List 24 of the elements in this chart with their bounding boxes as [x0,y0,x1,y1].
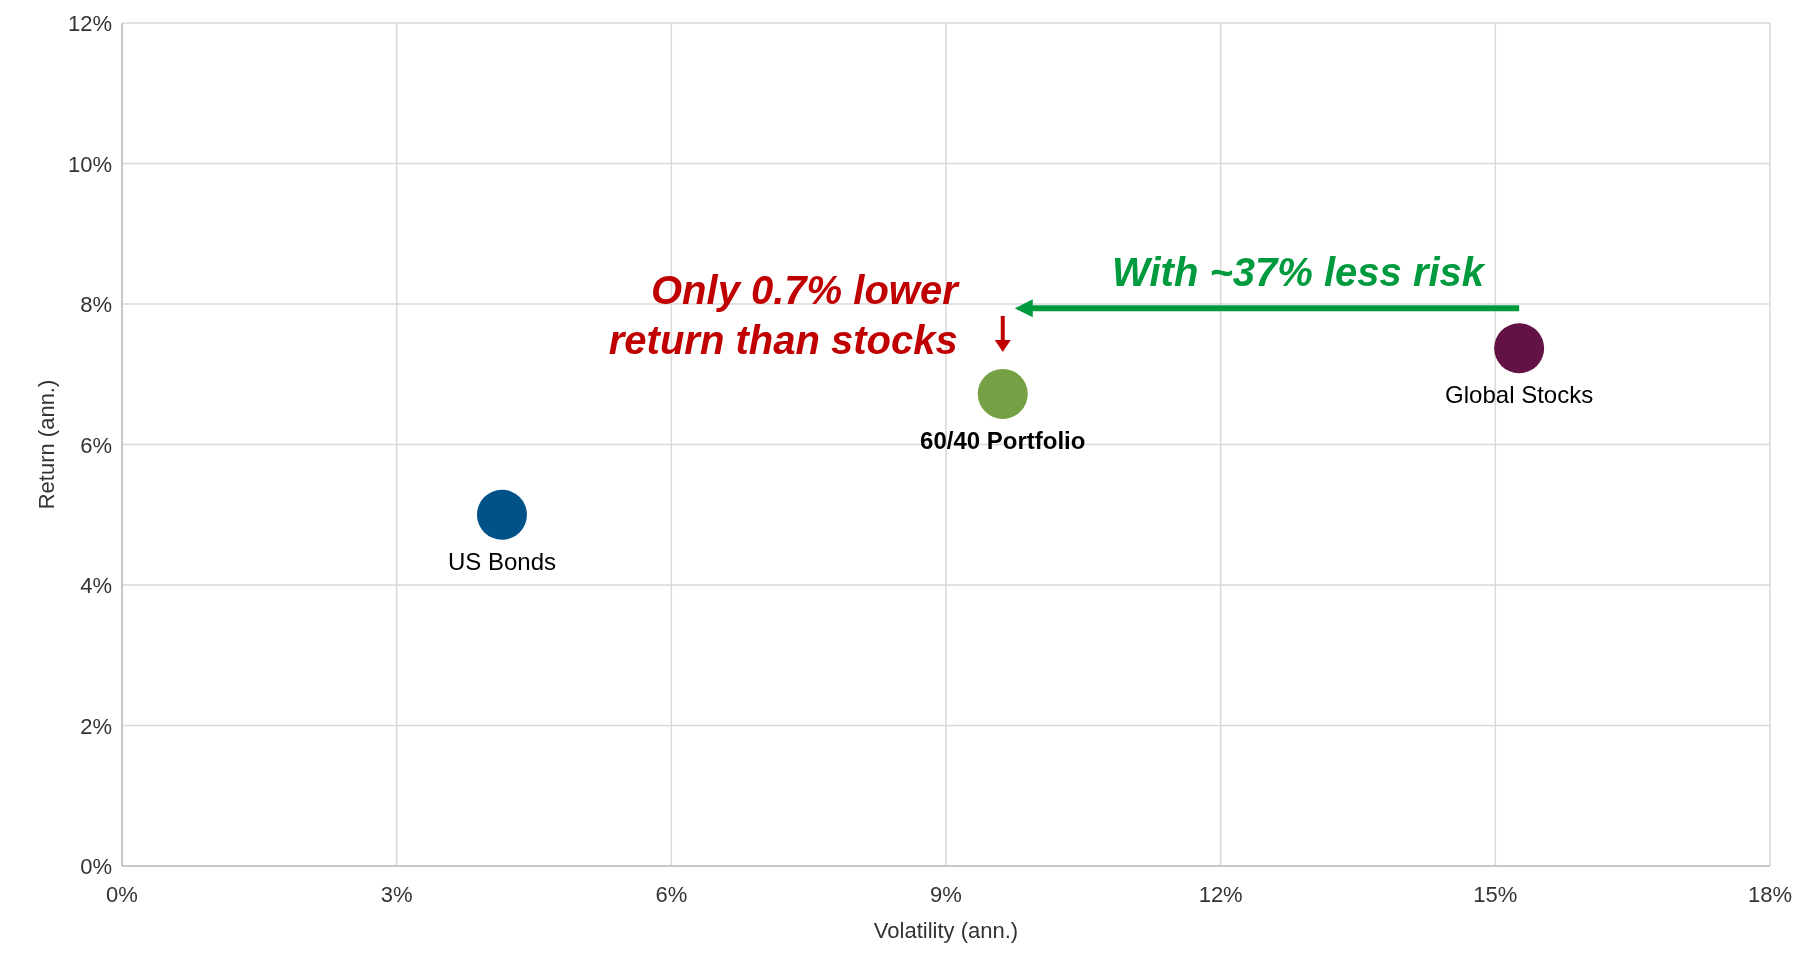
annotation: With ~37% less risk [1112,250,1486,295]
series-label: 60/40 Portfolio [920,426,1086,454]
y-axis-title: Return (ann.) [34,379,59,510]
x-tick-label: 18% [1747,882,1793,907]
series-label: US Bonds [447,547,556,575]
point [977,368,1028,419]
x-tick-label: 12% [1198,882,1243,907]
y-tick-label: 6% [80,432,112,458]
y-tick-label: 8% [80,292,112,317]
point [476,489,527,540]
x-tick-label: 9% [930,882,962,907]
y-tick-label: 12% [67,11,112,36]
y-tick-label: 4% [80,573,112,598]
annotation: Only 0.7% lower return than stocks [608,267,961,362]
y-tick-label: 2% [80,713,112,739]
x-tick-label: 3% [380,882,413,907]
y-tick-label: 10% [67,151,112,177]
point [1494,323,1545,374]
x-tick-label: 15% [1473,882,1518,907]
y-tick-label: 0% [80,854,112,879]
x-tick-label: 6% [655,882,688,907]
series-label: Global Stocks [1445,381,1594,409]
x-axis-title: Volatility (ann.) [873,918,1019,943]
x-tick-label: 0% [106,882,138,907]
